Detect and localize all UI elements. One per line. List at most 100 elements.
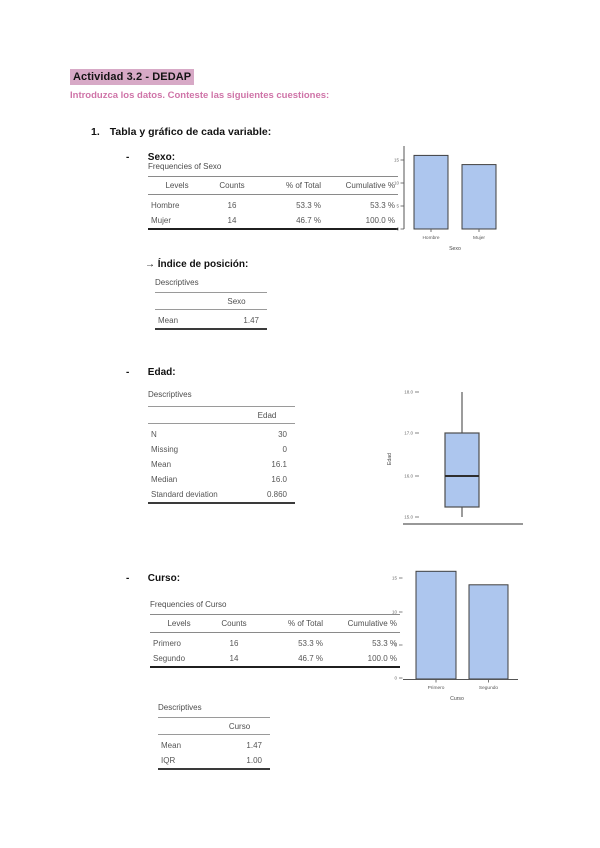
cell-level: Segundo [153,654,186,663]
table-row: Mujer 14 46.7 % 100.0 % [148,213,398,229]
stat-value: 1.47 [246,741,262,750]
table-row: Mean 1.47 [155,310,267,330]
stat-label: Standard deviation [151,490,218,499]
sexo-descriptives-table: Descriptives Sexo Mean 1.47 [155,278,267,330]
curso-frequencies-table: Frequencies of Curso Levels Counts % of … [150,600,400,668]
table-header-row: Sexo [155,292,267,310]
cell-level: Mujer [151,216,172,225]
cell-cum: 100.0 % [367,654,397,663]
curso-descriptives-table: Descriptives Curso Mean 1.47 IQR 1.00 [158,703,270,770]
x-category-label: Mujer [473,235,485,241]
section-title: Tabla y gráfico de cada variable: [109,126,272,138]
stat-label: Median [151,475,178,484]
edad-descriptives-table: Descriptives Edad N 30 Missing 0 Mean [148,390,295,504]
stat-value: 1.00 [246,756,262,765]
col-header: Levels [148,176,206,195]
col-header: Cumulative % [326,614,400,633]
cell-cum: 53.3 % [370,201,395,210]
stat-value: 30 [278,430,287,439]
cell-level: Primero [153,639,182,648]
table-caption: Frequencies of Curso [150,600,227,609]
stat-label: Mean [161,741,182,750]
indice-posicion-heading: → Índice de posición: [145,259,249,270]
cell-pct: 53.3 % [296,201,321,210]
table-caption: Frequencies of Sexo [148,162,222,171]
sexo-bar-chart: 15 10 5 0 Hombre Mujer Sexo [394,146,497,252]
col-header: Edad [239,406,295,424]
cell-count: 16 [229,639,239,648]
cell-cum: 53.3 % [372,639,397,648]
box [444,432,480,508]
table-header-row: Curso [158,717,270,735]
table-row: IQR 1.00 [158,753,270,769]
edad-box-plot: Edad 18.0 17.0 16.0 15.0 [387,390,523,525]
table: Sexo Mean 1.47 [155,292,267,330]
cell-cum: 100.0 % [365,216,395,225]
table-row: Missing 0 [148,442,295,457]
stat-value: 16.1 [271,460,287,469]
bullet-dash: - [126,367,130,378]
table-caption: Descriptives [155,278,199,287]
table-row: Segundo 14 46.7 % 100.0 % [150,651,400,667]
table: Levels Counts % of Total Cumulative % Pr… [150,614,400,668]
stat-value: 0.860 [266,490,287,499]
col-header: % of Total [260,614,326,633]
table: Edad N 30 Missing 0 Mean 16.1 Median [148,406,295,504]
col-header: Sexo [206,292,267,310]
x-axis-title: Curso [450,696,464,702]
stat-label: N [151,430,157,439]
table-row: Hombre 16 53.3 % 53.3 % [148,195,398,214]
y-tick-label: 15 [392,576,398,581]
sexo-frequencies-table: Frequencies of Sexo Levels Counts % of T… [148,162,398,230]
x-category-label: Hombre [422,235,439,241]
cell-pct: 46.7 % [298,654,323,663]
y-tick-label: 10 [394,181,400,186]
x-axis-title: Sexo [449,246,461,252]
stat-value: 1.47 [243,316,259,325]
col-header: % of Total [258,176,324,195]
table-caption: Descriptives [148,390,192,399]
x-category-label: Segundo [479,685,499,691]
section-1-heading: 1. Tabla y gráfico de cada variable: [91,126,271,138]
col-header: Counts [206,176,258,195]
bar-hombre [413,154,449,230]
curso-bar-chart: 15 10 5 0 Primero Segundo Curso [392,570,518,702]
stat-value: 0 [282,445,287,454]
table-row: Primero 16 53.3 % 53.3 % [150,633,400,652]
bar-segundo [468,584,509,680]
bullet-sexo: - Sexo: [126,147,175,165]
stat-label: IQR [161,756,176,765]
y-tick-label: 15 [394,158,400,163]
page-title: Actividad 3.2 - DEDAP [70,69,195,85]
table-header-row: Levels Counts % of Total Cumulative % [150,614,400,633]
table-row: N 30 [148,424,295,443]
y-tick-label: 16.0 [404,474,413,479]
table-header-row: Edad [148,406,295,424]
x-category-label: Primero [428,685,445,691]
stat-value: 16.0 [271,475,287,484]
y-tick-label: 10 [392,610,398,615]
cell-level: Hombre [151,201,180,210]
bar-primero [415,570,457,680]
y-tick-label: 0 [396,227,399,232]
y-axis-title: Edad [387,453,393,465]
intro-text: Introduzca los datos. Conteste las sigui… [70,90,330,101]
bullet-edad: - Edad: [126,362,176,380]
bullet-curso-label: Curso: [147,573,181,584]
bullet-dash: - [126,152,130,163]
col-header: Curso [209,717,270,735]
table: Levels Counts % of Total Cumulative % Ho… [148,176,398,230]
table-row: Mean 1.47 [158,735,270,754]
cell-pct: 53.3 % [298,639,323,648]
y-tick-label: 0 [394,676,397,681]
stat-label: Mean [158,316,179,325]
table-header-row: Levels Counts % of Total Cumulative % [148,176,398,195]
col-header: Cumulative % [324,176,398,195]
table: Curso Mean 1.47 IQR 1.00 [158,717,270,770]
table-row: Median 16.0 [148,472,295,487]
y-tick-label: 17.0 [404,431,413,436]
y-tick-label: 5 [394,643,397,648]
cell-count: 16 [227,201,237,210]
cell-pct: 46.7 % [296,216,321,225]
